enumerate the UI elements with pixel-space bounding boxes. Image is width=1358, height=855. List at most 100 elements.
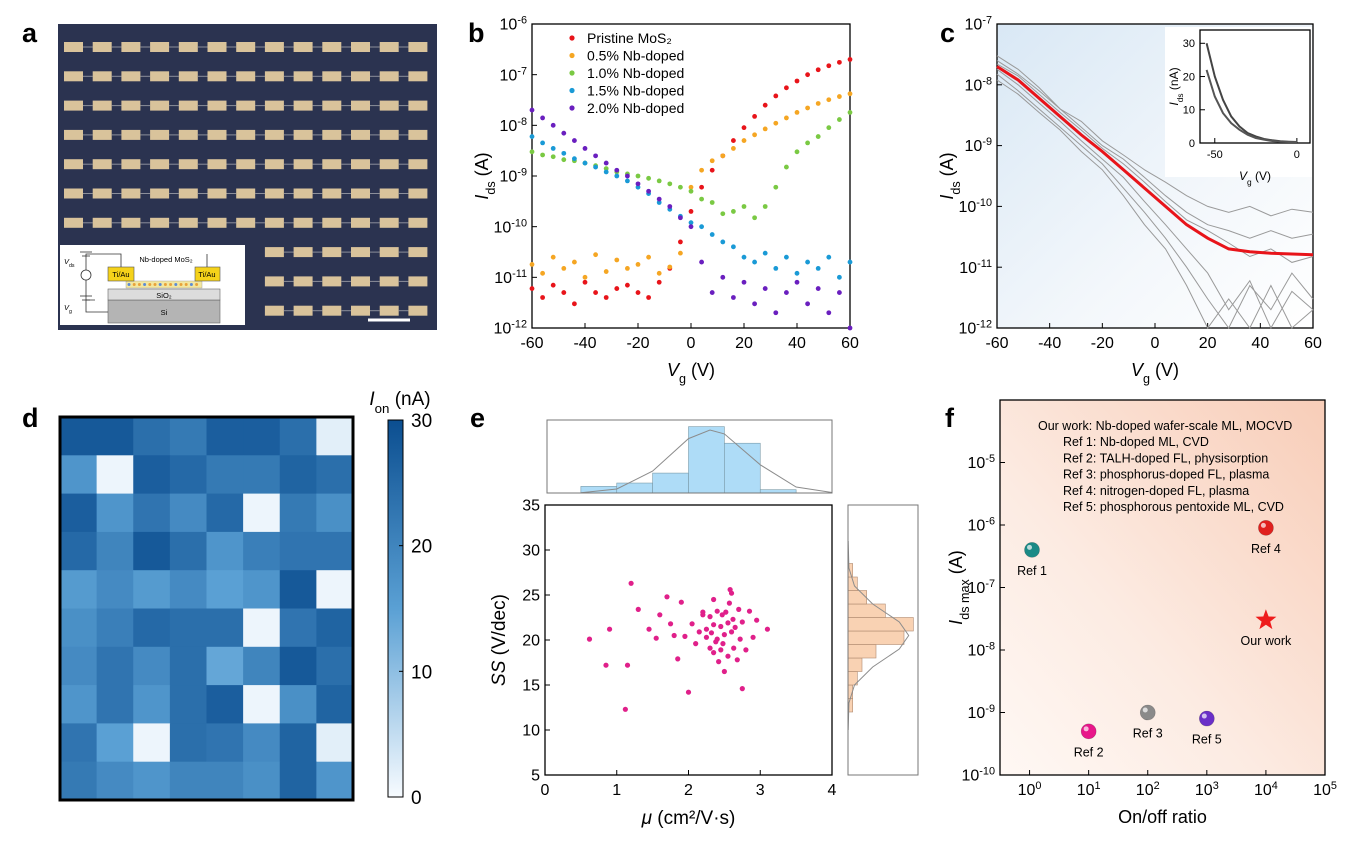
heatmap-cell [279, 685, 317, 724]
data-point [737, 636, 743, 642]
text-part: 10 [500, 67, 518, 84]
electrode-pad [293, 71, 313, 82]
electrode-pad [207, 159, 227, 170]
data-point [847, 109, 853, 115]
schematic-label: SiO₂ [156, 291, 172, 300]
heatmap-cell [243, 493, 281, 533]
histogram-bar [847, 617, 914, 632]
x-tick-label: 40 [788, 335, 806, 352]
heatmap-cell [133, 455, 171, 495]
data-point [720, 153, 726, 159]
plot-frame [531, 23, 851, 329]
text-part: -5 [985, 453, 995, 465]
y-tick-label: 10-5 [968, 453, 995, 472]
text-part: 10 [493, 321, 511, 338]
data-point [699, 184, 704, 190]
electrode-pad [92, 159, 112, 170]
heatmap-cell [279, 493, 317, 533]
text-part: -8 [517, 116, 527, 128]
electrode-pad [92, 71, 112, 82]
data-point [794, 270, 800, 276]
data-point [606, 626, 613, 632]
text-part: V [667, 360, 681, 380]
electrode-pad [178, 188, 198, 199]
electrode-pad [293, 100, 313, 111]
data-point [635, 173, 641, 179]
heatmap-cell [206, 685, 244, 724]
y-tick-label: 10-7 [965, 15, 992, 34]
atom [184, 283, 188, 286]
data-point [682, 633, 688, 640]
text-part: 10 [500, 17, 518, 34]
data-point [716, 659, 722, 665]
heatmap-cell [316, 685, 354, 724]
data-point [847, 325, 853, 331]
colorbar [387, 419, 404, 798]
data-point [1080, 723, 1097, 740]
heatmap-cell [133, 608, 171, 648]
electrode-pad [379, 217, 399, 228]
heatmap-cell [206, 531, 244, 571]
heatmap-cell [316, 646, 354, 686]
histogram-bar [847, 630, 905, 645]
data-point [721, 668, 727, 675]
text-part: (V) [1150, 360, 1179, 380]
heatmap-cell [206, 723, 244, 763]
data-point [723, 609, 729, 615]
x-tick-label: 1 [612, 782, 621, 799]
x-axis-label: Vg (V) [1239, 169, 1271, 187]
heatmap-cell [243, 761, 281, 801]
electrode-pad [178, 217, 198, 228]
heatmap-cell [133, 417, 171, 456]
electrode-pad [207, 71, 227, 82]
data-point [718, 647, 724, 653]
data-point [593, 164, 598, 170]
legend-label: Pristine MoS₂ [587, 30, 672, 46]
y-tick-label: 10-12 [493, 319, 527, 338]
data-point [726, 600, 732, 606]
text-part: 10 [494, 270, 512, 287]
data-point [805, 301, 810, 307]
panel-label: d [22, 403, 39, 433]
heatmap-cell [60, 761, 98, 801]
electrode-pad [207, 42, 227, 52]
data-point [794, 109, 800, 115]
text-part: 10 [958, 199, 976, 216]
data-point [593, 252, 598, 258]
heatmap-cell [96, 608, 134, 648]
y-tick-label: 10-7 [968, 578, 995, 597]
data-point [773, 120, 779, 126]
text-part: g [69, 309, 72, 315]
text-part: I [937, 195, 957, 200]
electrode-pad [379, 42, 399, 52]
electrode-pad [408, 159, 428, 170]
point-label: Ref 1 [1017, 564, 1047, 578]
data-point [754, 617, 760, 623]
histogram-bar [616, 482, 653, 494]
electrode-pad [92, 129, 112, 140]
text-part: -10 [976, 197, 992, 209]
electrode-pad [293, 247, 313, 258]
x-tick-label: -40 [1038, 335, 1061, 352]
y-tick-label: 5 [531, 768, 540, 785]
x-tick-label: -20 [626, 335, 649, 352]
data-point [614, 167, 620, 173]
electrode-pad [379, 129, 399, 140]
legend-label: 2.0% Nb-doped [587, 100, 684, 116]
y-axis-label: Ids (nA) [1167, 67, 1185, 105]
data-point [593, 290, 598, 295]
annotation: Ref 5: phosphorous pentoxide ML, CVD [1063, 500, 1284, 514]
data-point [561, 290, 567, 295]
data-point [725, 620, 731, 626]
y-tick-label: 10-8 [968, 641, 995, 660]
data-point [826, 97, 832, 103]
electrode-pad [236, 71, 256, 82]
data-point [741, 279, 747, 285]
text-part: 10 [1254, 782, 1272, 799]
panel-label: a [22, 18, 38, 48]
highlight [1201, 713, 1207, 719]
x-axis-label: μ (cm²/V·s) [641, 808, 736, 829]
panel-label: f [945, 403, 955, 433]
data-point [582, 274, 588, 280]
heatmap-cell [169, 685, 207, 724]
